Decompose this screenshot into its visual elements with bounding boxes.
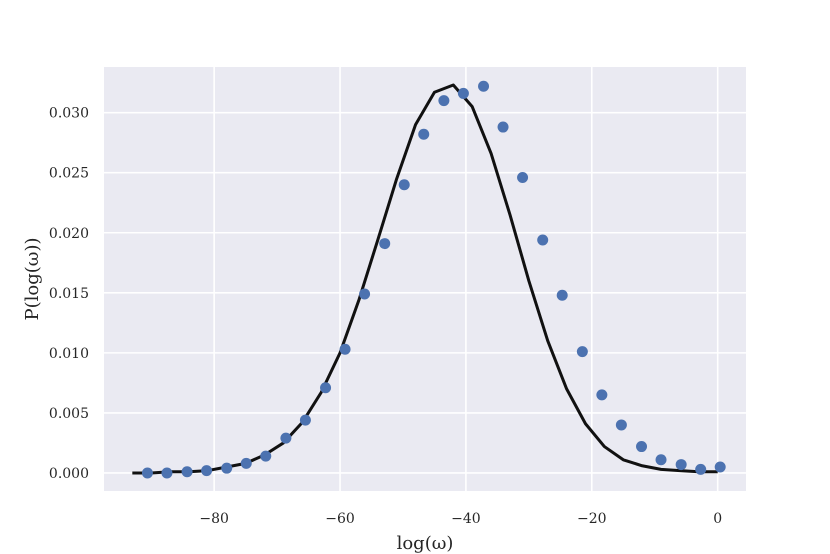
data-point bbox=[517, 172, 529, 184]
data-point bbox=[537, 234, 549, 246]
y-tick-label: 0.025 bbox=[49, 166, 89, 182]
data-point bbox=[161, 467, 173, 479]
y-tick-label: 0.020 bbox=[49, 226, 89, 242]
data-point bbox=[299, 414, 311, 426]
data-point bbox=[240, 457, 252, 469]
y-tick-label: 0.015 bbox=[49, 286, 89, 302]
y-tick-labels: 0.000 0.005 0.010 0.015 0.020 0.025 0.030 bbox=[49, 106, 89, 482]
data-point bbox=[398, 179, 410, 191]
y-tick-label: 0.010 bbox=[49, 346, 89, 362]
x-tick-label: −20 bbox=[577, 511, 607, 527]
data-point bbox=[675, 459, 687, 471]
data-point bbox=[556, 289, 568, 301]
data-point bbox=[280, 432, 292, 444]
data-point bbox=[201, 465, 213, 477]
data-point bbox=[339, 343, 351, 355]
data-point bbox=[695, 463, 707, 475]
y-tick-label: 0.030 bbox=[49, 106, 89, 122]
data-point bbox=[576, 346, 588, 358]
x-axis-label: log(ω) bbox=[397, 533, 454, 554]
data-point bbox=[379, 238, 391, 250]
x-tick-label: −60 bbox=[325, 511, 355, 527]
data-point bbox=[596, 389, 608, 401]
x-tick-label: −80 bbox=[199, 511, 229, 527]
data-point bbox=[320, 382, 332, 394]
data-points bbox=[141, 80, 726, 479]
grid-lines bbox=[104, 67, 746, 491]
data-point bbox=[438, 95, 450, 107]
y-axis-label: P(log(ω)) bbox=[22, 238, 43, 321]
x-tick-labels: −80 −60 −40 −20 0 bbox=[199, 511, 722, 527]
data-point bbox=[615, 419, 627, 431]
data-point bbox=[260, 450, 272, 462]
data-point bbox=[636, 441, 648, 453]
data-point bbox=[359, 288, 371, 300]
data-point bbox=[141, 467, 153, 479]
data-point bbox=[457, 87, 469, 99]
data-point bbox=[655, 454, 667, 466]
x-tick-label: 0 bbox=[713, 511, 722, 527]
data-point bbox=[478, 80, 490, 92]
data-point bbox=[181, 466, 193, 478]
y-tick-label: 0.005 bbox=[49, 406, 89, 422]
data-point bbox=[714, 461, 726, 473]
data-point bbox=[418, 128, 430, 140]
y-tick-label: 0.000 bbox=[49, 466, 89, 482]
data-point bbox=[221, 462, 233, 474]
data-point bbox=[497, 121, 509, 133]
x-tick-label: −40 bbox=[451, 511, 481, 527]
